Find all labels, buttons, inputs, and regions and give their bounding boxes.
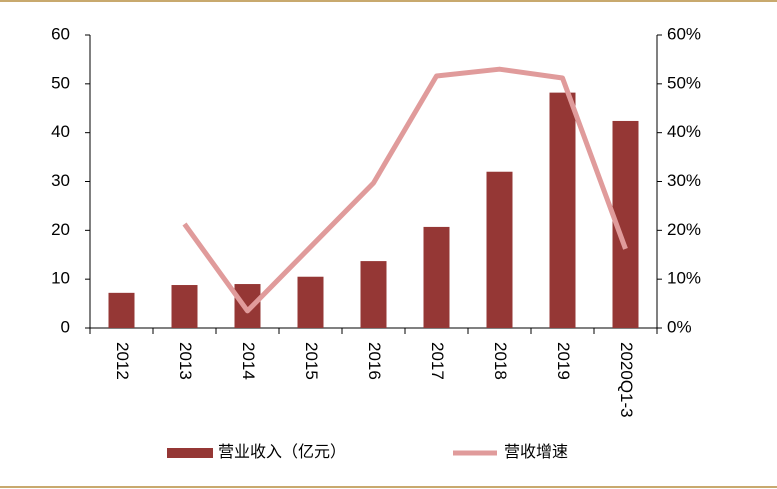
bar: [234, 284, 261, 328]
legend-label: 营收增速: [504, 443, 568, 461]
y-tick-label: 10: [51, 269, 70, 288]
y2-tick-label: 50%: [667, 73, 701, 92]
bar: [297, 276, 324, 328]
line: [182, 66, 628, 314]
y-tick-label: 40: [51, 122, 70, 141]
y2-tick-label: 40%: [667, 122, 701, 141]
y-tick-label: 60: [51, 24, 70, 43]
bar: [423, 226, 450, 328]
bar: [171, 285, 198, 328]
y2-tick-label: 0%: [667, 317, 692, 336]
bar: [360, 261, 387, 328]
legend: 营业收入（亿元） 营收增速: [167, 443, 568, 461]
bar: [486, 171, 513, 328]
x-tick-label: 2017: [428, 342, 447, 380]
y2-tick-label: 30%: [667, 171, 701, 190]
y-tick-label: 50: [51, 73, 70, 92]
y-tick-label: 0: [61, 317, 70, 336]
legend-label: 营业收入（亿元）: [218, 443, 346, 461]
x-tick-label: 2012: [113, 342, 132, 380]
x-tick-label: 2016: [365, 342, 384, 380]
y-tick-label: 20: [51, 220, 70, 239]
x-tick-label: 2020Q1-3: [617, 342, 636, 418]
y2-tick-label: 10%: [667, 269, 701, 288]
bar: [108, 292, 135, 328]
x-tick-label: 2013: [176, 342, 195, 380]
x-tick-label: 2019: [554, 342, 573, 380]
y-tick-label: 30: [51, 171, 70, 190]
x-tick-label: 2014: [239, 342, 258, 380]
bar: [549, 92, 576, 328]
x-tick-label: 2018: [491, 342, 510, 380]
y2-tick-label: 20%: [667, 220, 701, 239]
x-tick-label: 2015: [302, 342, 321, 380]
legend-swatch: [167, 448, 213, 458]
y2-tick-label: 60%: [667, 24, 701, 43]
